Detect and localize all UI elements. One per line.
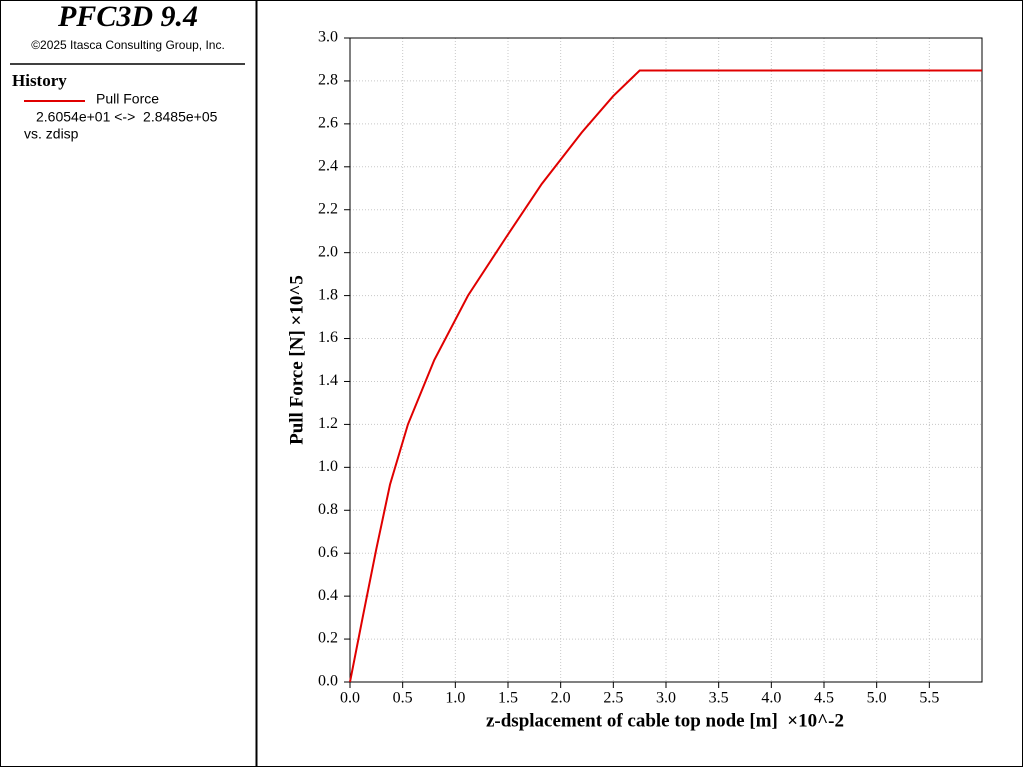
x-tick-label: 0.5: [393, 690, 413, 707]
x-tick-label: 2.5: [603, 690, 623, 707]
y-tick-label: 3.0: [318, 29, 338, 46]
legend-range: 2.6054e+01 <-> 2.8485e+05: [36, 109, 218, 125]
legend-x-name: vs. zdisp: [24, 126, 79, 142]
y-tick-label: 0.8: [318, 501, 338, 518]
x-tick-label: 5.5: [919, 690, 939, 707]
series-line: [349, 69, 982, 683]
x-tick-label: 1.5: [498, 690, 518, 707]
x-tick-label: 3.0: [656, 690, 676, 707]
y-tick-label: 2.4: [318, 157, 338, 174]
y-tick-label: 1.2: [318, 415, 338, 432]
y-tick-label: 2.0: [318, 243, 338, 260]
y-tick-label: 0.4: [318, 587, 338, 604]
x-tick-label: 0.0: [340, 690, 360, 707]
plot: 0.0 0.2 0.4 0.6 0.8 1.0 1.2 1.4 1.6 1.8 2.0 2.2 2.4 2…: [318, 29, 983, 707]
plot-frame: [349, 37, 983, 683]
x-axis-label: z-dsplacement of cable top node [m] ×10^…: [486, 710, 844, 731]
y-tick-label: 2.8: [318, 72, 338, 89]
x-tick-label: 5.0: [867, 690, 887, 707]
y-tick-label: 0.2: [318, 630, 338, 647]
copyright: ©2025 Itasca Consulting Group, Inc.: [31, 38, 225, 52]
app-title: PFC3D 9.4: [57, 0, 198, 33]
legend-label: Pull Force: [96, 91, 159, 107]
y-tick-label: 1.0: [318, 458, 338, 475]
y-tick-label: 1.4: [318, 372, 338, 389]
y-tick-label: 2.6: [318, 115, 338, 132]
y-tick-label: 1.8: [318, 286, 338, 303]
x-tick-label: 1.0: [445, 690, 465, 707]
y-tick-label: 0.0: [318, 673, 338, 690]
x-tick-label: 4.0: [761, 690, 781, 707]
x-tick-label: 2.0: [551, 690, 571, 707]
x-tick-label: 3.5: [709, 690, 729, 707]
y-axis-label: Pull Force [N] ×10^5: [286, 275, 307, 445]
history-heading: History: [12, 71, 67, 90]
y-tick-label: 1.6: [318, 329, 338, 346]
y-tick-label: 0.6: [318, 544, 338, 561]
x-tick-label: 4.5: [814, 690, 834, 707]
y-tick-label: 2.2: [318, 200, 338, 217]
